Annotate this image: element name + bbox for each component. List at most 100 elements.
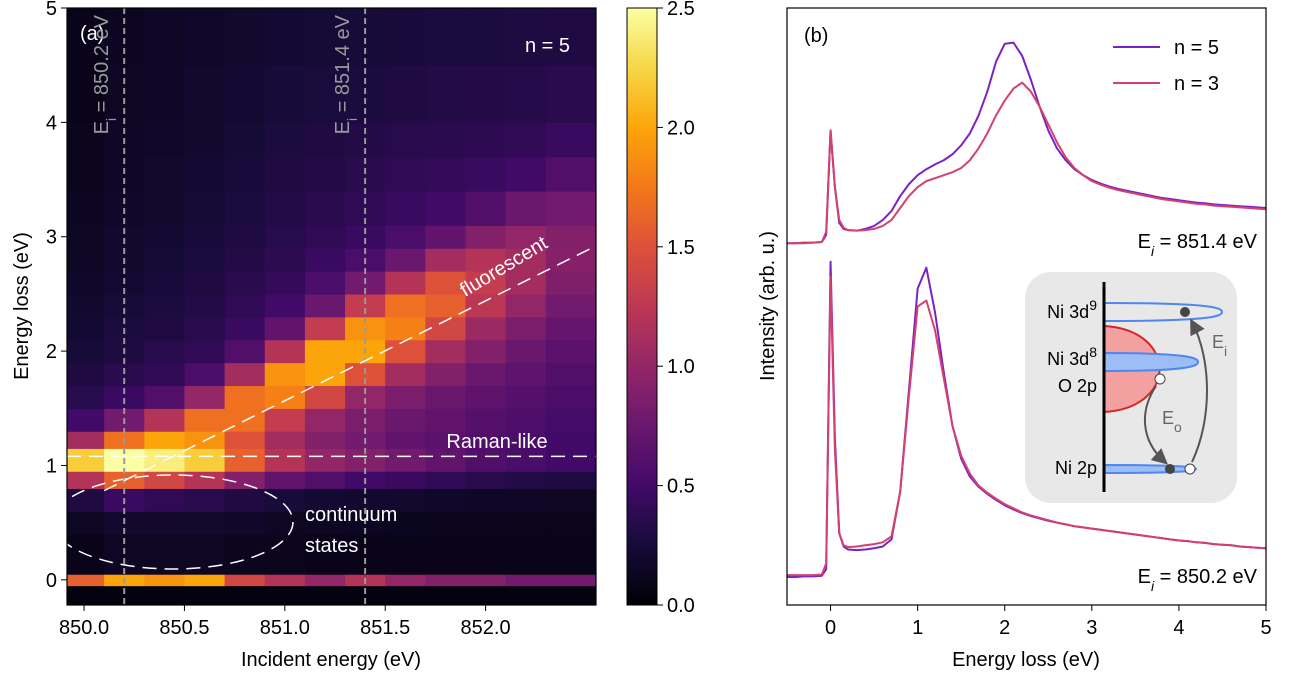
heatmap-cell — [385, 339, 426, 364]
label-sub: i — [1151, 578, 1155, 594]
heatmap-cell — [184, 556, 226, 575]
heatmap-cell — [505, 225, 547, 249]
spectrum-line — [787, 81, 1266, 245]
heatmap-cell — [304, 408, 346, 432]
heatmap-cell — [264, 293, 306, 318]
heatmap-cell — [104, 534, 145, 558]
heatmap-cell — [144, 156, 186, 192]
heatmap-cell — [465, 293, 507, 318]
spectra — [787, 41, 1266, 578]
heatmap-cell — [425, 585, 467, 605]
heatmap-cell — [425, 122, 467, 158]
heatmap-cell — [545, 488, 596, 512]
heatmap-cell — [465, 8, 507, 66]
heatmap-cell — [505, 8, 547, 66]
heatmap-cell — [224, 574, 266, 587]
heatmap-cell — [545, 271, 596, 295]
legend-label: n = 5 — [1174, 37, 1219, 59]
heatmap-cell — [385, 271, 426, 295]
electron — [1180, 307, 1190, 317]
heatmap-cell — [144, 122, 186, 158]
heatmap-cell — [465, 511, 507, 535]
heatmap-cell — [385, 293, 426, 318]
heatmap-cell — [425, 293, 467, 318]
heatmap-cell — [385, 362, 426, 387]
guide-label: Raman-like — [446, 431, 547, 453]
heatmap-cell — [304, 488, 346, 512]
heatmap-cell — [67, 248, 105, 272]
heatmap-cell — [184, 65, 226, 123]
heatmap-cell — [304, 585, 346, 605]
heatmap-cell — [224, 190, 266, 226]
heatmap-cell — [545, 385, 596, 409]
colorbar-tick-label: 1.0 — [667, 356, 695, 378]
x-tick-label: 2 — [999, 617, 1010, 639]
y-tick-label: 5 — [46, 0, 57, 20]
heatmap — [67, 8, 596, 605]
heatmap-cell — [264, 65, 306, 123]
heatmap-cell — [304, 448, 346, 472]
label-sub: i — [103, 118, 119, 121]
heatmap-cell — [425, 316, 467, 341]
heatmap-cell — [224, 488, 266, 512]
heatmap-cell — [67, 488, 105, 512]
heatmap-cell — [385, 431, 426, 449]
y-axis-label: Intensity (arb. u.) — [757, 231, 779, 381]
heatmap-cell — [505, 585, 547, 605]
heatmap-cell — [304, 431, 346, 449]
heatmap-cell — [545, 293, 596, 318]
heatmap-cell — [184, 574, 226, 587]
heatmap-cell — [184, 190, 226, 226]
heatmap-cell — [224, 431, 266, 449]
heatmap-cell — [304, 293, 346, 318]
heatmap-cell — [144, 385, 186, 409]
heatmap-cell — [385, 122, 426, 158]
heatmap-cell — [545, 408, 596, 432]
heatmap-cell — [465, 362, 507, 387]
heatmap-cell — [224, 65, 266, 123]
heatmap-cell — [385, 316, 426, 341]
heatmap-cell — [144, 511, 186, 535]
heatmap-cell — [385, 248, 426, 272]
heatmap-cell — [545, 534, 596, 558]
heatmap-cell — [425, 448, 467, 472]
heatmap-cell — [425, 574, 467, 587]
heatmap-cell — [67, 385, 105, 409]
heatmap-cell — [304, 362, 346, 387]
heatmap-cell — [304, 248, 346, 272]
heatmap-cell — [545, 316, 596, 341]
heatmap-cell — [304, 339, 346, 364]
heatmap-cell — [425, 408, 467, 432]
heatmap-cell — [425, 248, 467, 272]
spectrum-line — [787, 275, 1266, 577]
level-sup: 8 — [1089, 344, 1097, 360]
colorbar-tick-label: 2.5 — [667, 0, 695, 20]
heatmap-cell — [144, 488, 186, 512]
colorbar — [626, 7, 658, 606]
heatmap-cell — [304, 471, 346, 489]
heatmap-cell — [465, 488, 507, 512]
level-text: Ni 3d — [1047, 349, 1089, 369]
heatmap-cell — [505, 271, 547, 295]
heatmap-cell — [545, 8, 596, 66]
heatmap-cell — [304, 534, 346, 558]
x-tick-label: 4 — [1173, 617, 1184, 639]
label-rest: = 851.4 eV — [1154, 231, 1258, 253]
panel-label: (b) — [804, 25, 828, 47]
heatmap-cell — [345, 293, 386, 318]
heatmap-cell — [144, 431, 186, 449]
heatmap-cell — [184, 293, 226, 318]
heatmap-cell — [264, 271, 306, 295]
label-sub: i — [1151, 243, 1155, 259]
label-rest: = 851.4 eV — [332, 14, 354, 118]
colorbar-tick-label: 0.0 — [667, 595, 695, 617]
heatmap-cell — [264, 471, 306, 489]
heatmap-cell — [465, 122, 507, 158]
heatmap-cell — [505, 431, 547, 449]
heatmap-cell — [224, 339, 266, 364]
heatmap-cell — [224, 362, 266, 387]
heatmap-cell — [224, 385, 266, 409]
heatmap-cell — [545, 65, 596, 123]
heatmap-cell — [144, 248, 186, 272]
heatmap-cell — [425, 339, 467, 364]
